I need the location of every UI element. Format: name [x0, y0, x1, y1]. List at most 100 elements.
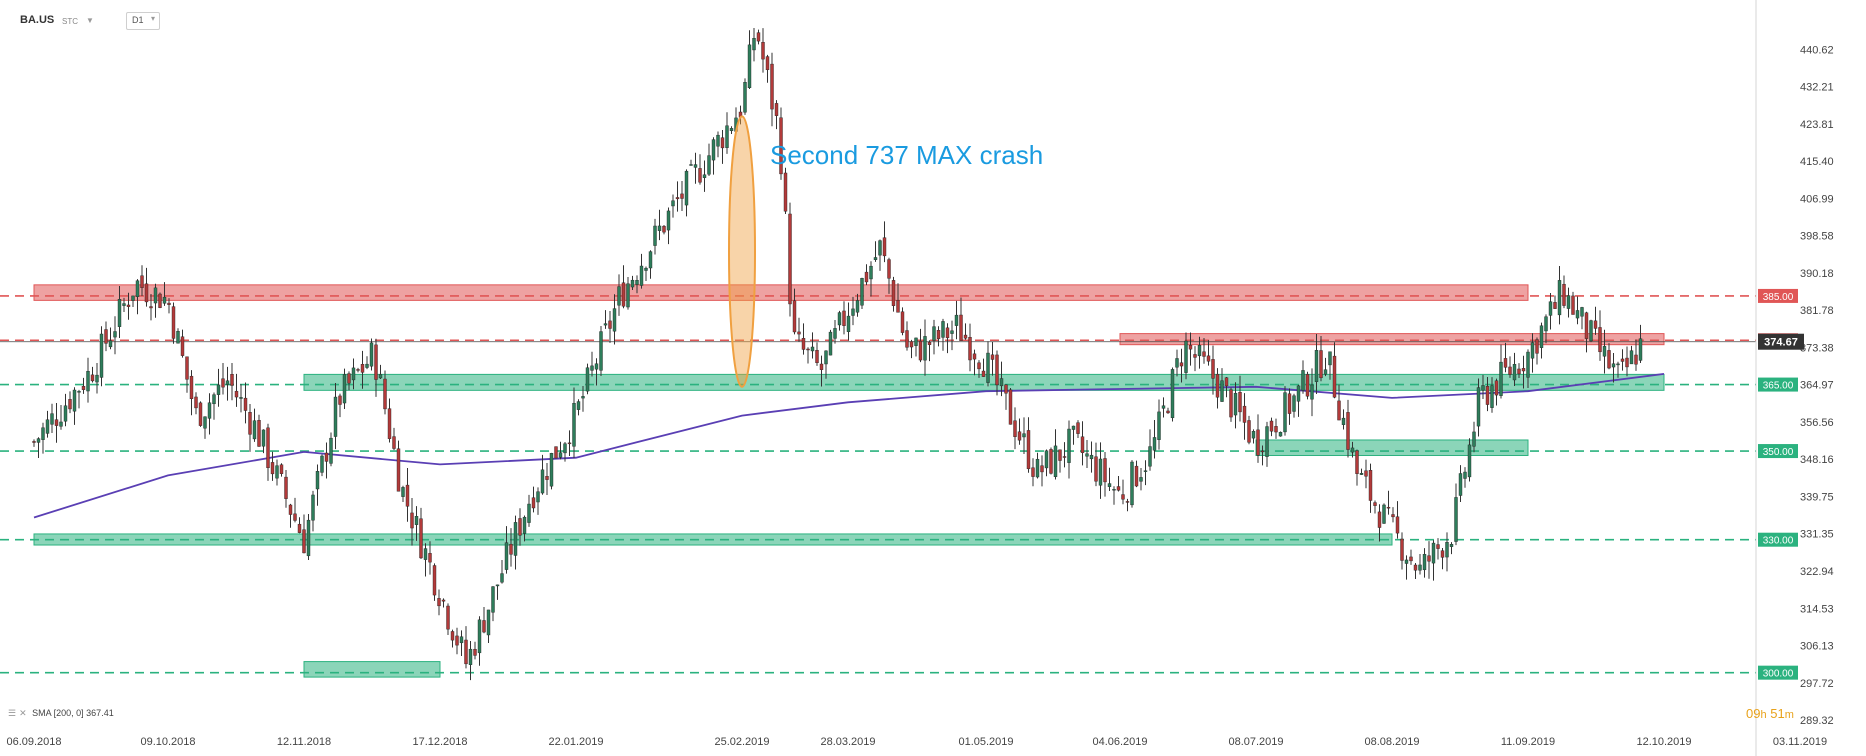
candle-body [765, 56, 770, 71]
candle-body [644, 267, 648, 271]
candle-body [464, 639, 468, 665]
candle-body [86, 370, 90, 392]
candle-body [162, 296, 167, 304]
candle-body [959, 314, 963, 341]
candle-body [1454, 497, 1458, 542]
candle-body [1008, 389, 1013, 425]
candle-body [1332, 355, 1337, 398]
candle-body [311, 494, 315, 521]
chevron-down-icon[interactable]: ▼ [86, 16, 94, 25]
candle-body [1593, 320, 1598, 329]
candle-body [603, 323, 608, 326]
candle-body [180, 336, 185, 356]
candle-body [414, 516, 419, 525]
candle-body [612, 308, 617, 332]
candle-body [81, 386, 86, 390]
candle-body [405, 484, 410, 507]
candle-body [41, 427, 45, 440]
y-tick-label: 331.35 [1800, 529, 1834, 541]
candle-body [707, 155, 711, 175]
candle-body [203, 416, 207, 429]
candle-body [477, 619, 482, 654]
candle-body [905, 330, 909, 348]
candle-body [1526, 351, 1530, 378]
candle-body [972, 353, 977, 360]
candle-body [1404, 559, 1409, 564]
candle-body [1499, 361, 1503, 396]
candle-body [104, 329, 108, 344]
candle-body [1436, 544, 1440, 549]
candle-body [1265, 426, 1269, 457]
indicator-settings-icon[interactable]: ☰ [8, 708, 17, 718]
candle-body [446, 605, 450, 630]
candle-body [923, 336, 927, 361]
candle-body [1602, 346, 1607, 357]
candle-body [1557, 280, 1562, 316]
timeframe-select[interactable]: D1 ▾ [126, 12, 160, 30]
candle-body [171, 306, 176, 339]
candle-body [599, 331, 603, 371]
candle-body [423, 548, 428, 560]
y-tick-label: 398.58 [1800, 231, 1834, 243]
candle-body [1053, 445, 1058, 478]
candle-body [1301, 370, 1305, 391]
candle-body [981, 370, 986, 377]
candle-body [1625, 357, 1629, 368]
candle-body [504, 542, 509, 570]
candle-body [1418, 564, 1422, 571]
candle-body [968, 337, 972, 361]
candle-body [428, 553, 432, 563]
level-label-385.00: 385.00 [1763, 292, 1794, 303]
candle-body [1368, 470, 1373, 501]
close-icon[interactable]: ✕ [19, 708, 27, 718]
candle-body [1287, 393, 1292, 414]
candle-body [1458, 473, 1463, 496]
candle-body [882, 237, 887, 257]
support-zone [303, 661, 441, 678]
candle-body [1224, 377, 1229, 387]
candle-body [257, 420, 261, 447]
candle-body [1472, 431, 1476, 447]
candle-body [419, 518, 423, 559]
candle-body [1341, 417, 1346, 425]
candle-body [1283, 392, 1287, 433]
current-price-label: 374.67 [1764, 337, 1798, 349]
indicator-legend[interactable]: ☰ ✕ SMA [200, 0] 367.41 [8, 708, 114, 719]
candle-body [360, 364, 365, 373]
candle-body [1584, 312, 1589, 339]
x-tick-label: 22.01.2019 [548, 736, 603, 748]
candle-body [779, 117, 783, 175]
candle-body [896, 300, 900, 313]
candle-body [491, 586, 495, 613]
level-label-365.00: 365.00 [1763, 381, 1794, 392]
candle-body [527, 503, 531, 523]
candle-body [855, 300, 860, 313]
candle-body [990, 354, 995, 360]
candle-body [468, 648, 473, 665]
candle-body [1170, 369, 1175, 419]
candle-body [77, 391, 81, 393]
candle-body [824, 350, 828, 365]
candle-body [1503, 358, 1508, 368]
candle-body [797, 331, 801, 335]
candle-body [1202, 351, 1206, 357]
candle-body [1476, 387, 1481, 427]
candle-body [486, 609, 491, 636]
candle-body [788, 213, 792, 305]
candle-body [846, 315, 851, 332]
candle-body [1431, 542, 1436, 564]
candle-body [675, 197, 680, 200]
x-tick-label: 12.11.2018 [277, 736, 331, 748]
candle-body [158, 293, 162, 308]
candle-body [1323, 369, 1328, 375]
symbol-label[interactable]: BA.US [20, 14, 55, 26]
x-tick-label: 08.07.2019 [1228, 736, 1283, 748]
candle-body [536, 491, 540, 503]
candle-body [806, 348, 810, 351]
candle-body [306, 519, 311, 557]
candle-body [1274, 426, 1278, 433]
candle-body [315, 471, 320, 490]
candle-body [909, 341, 914, 348]
candle-body [54, 419, 59, 426]
